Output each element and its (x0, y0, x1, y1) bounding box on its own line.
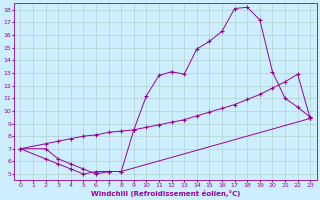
X-axis label: Windchill (Refroidissement éolien,°C): Windchill (Refroidissement éolien,°C) (91, 190, 240, 197)
